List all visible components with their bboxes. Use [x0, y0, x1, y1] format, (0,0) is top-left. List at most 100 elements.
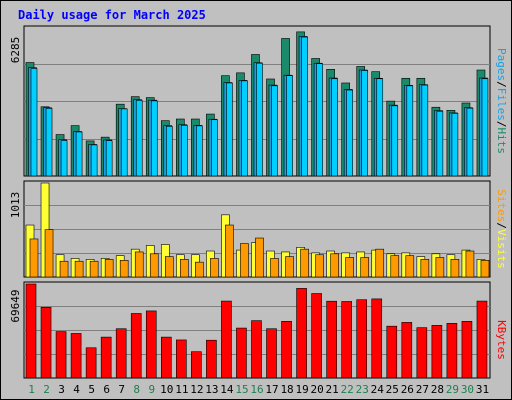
x-tick-label-8: 8: [133, 383, 140, 396]
bar-kbytes-14: [221, 300, 232, 379]
x-tick-label-2: 2: [43, 383, 50, 396]
x-tick-label-4: 4: [73, 383, 80, 396]
bar-kbytes-9: [145, 310, 157, 379]
legend-pages-files-hits-part-1: Pages: [495, 48, 508, 81]
bar-kbytes-17: [266, 328, 277, 379]
bar-hits-15: [241, 80, 248, 177]
legend-pages-files-hits-part-5: Hits: [495, 128, 508, 155]
bar-sites-10: [164, 256, 174, 278]
bar-hits-24: [376, 78, 384, 177]
x-tick-label-25: 25: [386, 383, 399, 396]
chart-bars: [25, 31, 490, 379]
bar-kbytes-5: [85, 347, 97, 379]
bar-kbytes-15: [236, 327, 247, 379]
bar-kbytes-16: [251, 320, 262, 379]
bar-kbytes-11: [176, 339, 187, 379]
bar-sites-23: [360, 257, 370, 278]
bar-kbytes-22: [341, 301, 352, 379]
bar-sites-21: [330, 253, 339, 278]
bar-sites-7: [119, 259, 129, 278]
bar-hits-22: [346, 89, 353, 177]
max-label-3: 69649: [9, 289, 22, 322]
bar-kbytes-23: [356, 299, 368, 379]
bar-sites-1: [29, 238, 39, 278]
x-tick-label-3: 3: [58, 383, 65, 396]
bar-hits-8: [135, 100, 143, 177]
bar-sites-24: [375, 248, 385, 278]
bar-sites-5: [89, 260, 99, 278]
bar-hits-5: [90, 144, 98, 177]
bar-hits-1: [30, 68, 38, 177]
bar-sites-8: [134, 251, 144, 278]
x-tick-label-9: 9: [148, 383, 155, 396]
bar-hits-11: [181, 125, 188, 177]
bar-sites-12: [195, 261, 204, 278]
x-tick-label-27: 27: [416, 383, 429, 396]
bar-hits-23: [361, 70, 369, 177]
bar-sites-19: [300, 248, 309, 278]
bar-kbytes-20: [311, 293, 322, 379]
x-tick-label-19: 19: [295, 383, 308, 396]
bar-kbytes-7: [115, 328, 127, 379]
bar-kbytes-26: [401, 322, 413, 379]
bar-hits-14: [226, 82, 233, 177]
bar-hits-7: [120, 108, 128, 177]
bar-hits-27: [421, 84, 429, 177]
x-tick-label-7: 7: [118, 383, 125, 396]
bar-sites-27: [420, 259, 430, 278]
bar-sites-26: [405, 255, 415, 278]
x-tick-label-31: 31: [476, 383, 489, 396]
bar-hits-21: [331, 78, 338, 177]
bar-kbytes-1: [25, 283, 37, 379]
bar-sites-14: [225, 224, 234, 278]
bar-hits-6: [105, 140, 113, 177]
bar-hits-12: [196, 125, 203, 177]
bar-sites-29: [450, 259, 460, 278]
x-tick-label-11: 11: [175, 383, 188, 396]
bar-hits-2: [45, 108, 53, 177]
bar-kbytes-21: [326, 300, 337, 379]
bar-kbytes-3: [55, 331, 67, 379]
bar-kbytes-18: [281, 321, 292, 379]
chart-title: Daily usage for March 2025: [18, 8, 206, 22]
x-tick-label-20: 20: [311, 383, 324, 396]
bar-sites-13: [210, 258, 219, 278]
max-label-1: 6285: [9, 37, 22, 64]
bar-kbytes-12: [191, 351, 202, 379]
bar-sites-17: [270, 258, 279, 278]
x-tick-label-17: 17: [265, 383, 278, 396]
bar-sites-30: [465, 250, 475, 278]
bar-kbytes-24: [371, 298, 383, 379]
x-tick-label-24: 24: [371, 383, 385, 396]
bar-kbytes-2: [40, 306, 52, 379]
bar-sites-15: [240, 243, 249, 278]
bar-sites-2: [44, 229, 54, 278]
bar-sites-16: [255, 237, 264, 278]
x-tick-label-22: 22: [341, 383, 354, 396]
bar-kbytes-8: [130, 313, 142, 379]
bar-sites-18: [285, 256, 294, 278]
bar-hits-31: [481, 78, 489, 177]
max-label-2: 1013: [9, 192, 22, 219]
bar-hits-17: [271, 85, 278, 177]
bar-hits-19: [301, 36, 308, 177]
bar-kbytes-27: [416, 327, 428, 379]
bar-kbytes-29: [446, 323, 458, 379]
bar-sites-20: [315, 254, 324, 278]
x-tick-label-21: 21: [326, 383, 339, 396]
x-tick-label-30: 30: [461, 383, 474, 396]
legend-sites-visits: Sites/Visits: [495, 189, 508, 269]
x-tick-label-16: 16: [250, 383, 263, 396]
legend-kbytes-part-1: KBytes: [495, 320, 508, 360]
bar-kbytes-19: [296, 288, 307, 379]
chart-labels: 6285101369649Pages/Files/HitsSites/Visit…: [9, 37, 508, 396]
bar-kbytes-30: [461, 321, 473, 379]
bar-kbytes-4: [70, 333, 82, 379]
bar-sites-28: [435, 257, 445, 278]
bar-sites-3: [59, 260, 69, 278]
x-tick-label-6: 6: [103, 383, 110, 396]
bar-hits-4: [75, 131, 83, 177]
bar-hits-13: [211, 119, 218, 177]
bar-kbytes-31: [476, 300, 488, 379]
